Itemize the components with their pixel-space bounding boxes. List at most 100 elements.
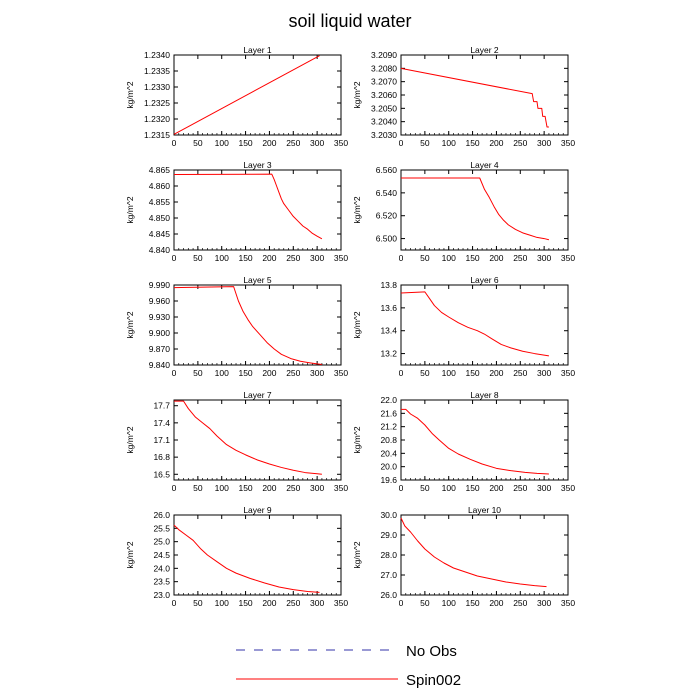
y-tick-label: 9.960 (149, 296, 171, 306)
x-tick-label: 300 (537, 598, 551, 608)
x-tick-label: 250 (286, 483, 300, 493)
x-tick-label: 250 (286, 253, 300, 263)
y-axis-label: kg/m^2 (125, 311, 135, 338)
y-tick-label: 30.0 (380, 510, 397, 520)
x-tick-label: 150 (238, 253, 252, 263)
x-tick-label: 200 (489, 598, 503, 608)
x-tick-label: 150 (465, 483, 479, 493)
y-tick-label: 20.4 (380, 448, 397, 458)
x-tick-label: 0 (172, 253, 177, 263)
x-tick-label: 350 (561, 138, 575, 148)
panels: Layer 1 kg/m^2 0 50 100 150 200 250 300 350 1.2315… (125, 45, 575, 608)
x-tick-label: 200 (262, 253, 276, 263)
series-line-spin002 (173, 173, 323, 240)
y-tick-label: 9.990 (149, 280, 171, 290)
x-tick-label: 0 (172, 138, 177, 148)
x-tick-label: 100 (442, 138, 456, 148)
y-tick-label: 16.8 (153, 452, 170, 462)
panel-title: Layer 2 (470, 45, 499, 55)
x-tick-label: 0 (399, 138, 404, 148)
x-tick-label: 300 (310, 253, 324, 263)
y-tick-label: 9.930 (149, 312, 171, 322)
x-tick-label: 150 (465, 138, 479, 148)
panel-layer-2: Layer 2 kg/m^2 0 50 100 150 200 250 300 350 3.2030… (352, 45, 575, 148)
y-tick-label: 1.2340 (144, 50, 170, 60)
y-tick-label: 3.2090 (371, 50, 397, 60)
x-tick-label: 100 (215, 483, 229, 493)
x-tick-label: 0 (399, 253, 404, 263)
panel-title: Layer 9 (243, 505, 272, 515)
plot-frame (400, 169, 569, 251)
x-tick-label: 50 (193, 138, 203, 148)
y-tick-label: 3.2080 (371, 63, 397, 73)
x-tick-label: 350 (561, 483, 575, 493)
y-axis-label: kg/m^2 (125, 196, 135, 223)
x-tick-label: 200 (489, 483, 503, 493)
plot-frame (173, 169, 342, 251)
y-axis-label: kg/m^2 (352, 541, 362, 568)
plot-frame (400, 54, 569, 136)
y-tick-label: 25.0 (153, 537, 170, 547)
y-tick-label: 13.6 (380, 303, 397, 313)
y-tick-label: 6.500 (376, 234, 398, 244)
x-tick-label: 100 (442, 598, 456, 608)
series-line-spin002 (401, 177, 550, 241)
plot-frame (400, 514, 569, 596)
y-tick-label: 3.2040 (371, 117, 397, 127)
y-axis-label: kg/m^2 (125, 426, 135, 453)
y-tick-label: 20.8 (380, 435, 397, 445)
y-axis-label: kg/m^2 (352, 81, 362, 108)
plot-frame (173, 514, 342, 596)
y-tick-label: 4.850 (149, 213, 171, 223)
y-tick-label: 1.2330 (144, 82, 170, 92)
x-tick-label: 250 (513, 598, 527, 608)
x-tick-label: 350 (334, 598, 348, 608)
x-tick-label: 50 (420, 253, 430, 263)
y-axis-label: kg/m^2 (352, 426, 362, 453)
y-tick-label: 9.840 (149, 360, 171, 370)
legend: No Obs Spin002 (236, 643, 461, 689)
y-tick-label: 4.865 (149, 165, 171, 175)
y-tick-label: 9.900 (149, 328, 171, 338)
y-tick-label: 1.2315 (144, 130, 170, 140)
y-tick-label: 1.2335 (144, 66, 170, 76)
y-tick-label: 3.2030 (371, 130, 397, 140)
y-tick-label: 3.2070 (371, 77, 397, 87)
y-tick-label: 6.560 (376, 165, 398, 175)
panel-layer-5: Layer 5 kg/m^2 0 50 100 150 200 250 300 350 9.840 9… (125, 275, 348, 378)
x-tick-label: 0 (399, 368, 404, 378)
y-tick-label: 21.2 (380, 422, 397, 432)
y-axis-label: kg/m^2 (352, 196, 362, 223)
x-tick-label: 300 (537, 253, 551, 263)
y-tick-label: 17.4 (153, 418, 170, 428)
series-line-spin002 (173, 55, 320, 135)
panel-title: Layer 7 (243, 390, 272, 400)
y-tick-label: 3.2050 (371, 103, 397, 113)
x-tick-label: 200 (489, 368, 503, 378)
x-tick-label: 150 (465, 253, 479, 263)
x-tick-label: 50 (193, 253, 203, 263)
x-tick-label: 100 (442, 368, 456, 378)
y-tick-label: 4.860 (149, 181, 171, 191)
y-tick-label: 20.0 (380, 462, 397, 472)
x-tick-label: 150 (238, 598, 252, 608)
x-tick-label: 50 (420, 598, 430, 608)
x-tick-label: 0 (399, 598, 404, 608)
y-tick-label: 23.0 (153, 590, 170, 600)
x-tick-label: 200 (489, 253, 503, 263)
plot-frame (400, 284, 569, 366)
plot-frame (400, 399, 569, 481)
x-tick-label: 150 (465, 368, 479, 378)
x-tick-label: 0 (172, 483, 177, 493)
panel-layer-9: Layer 9 kg/m^2 0 50 100 150 200 250 300 350 23.0 23… (125, 505, 348, 608)
x-tick-label: 0 (399, 483, 404, 493)
series-line-spin002 (173, 524, 320, 593)
x-tick-label: 300 (310, 483, 324, 493)
y-tick-label: 29.0 (380, 530, 397, 540)
x-tick-label: 50 (420, 483, 430, 493)
x-tick-label: 200 (262, 598, 276, 608)
panel-layer-1: Layer 1 kg/m^2 0 50 100 150 200 250 300 350 1.2315… (125, 45, 348, 148)
figure-title: soil liquid water (288, 11, 411, 31)
x-tick-label: 350 (334, 138, 348, 148)
